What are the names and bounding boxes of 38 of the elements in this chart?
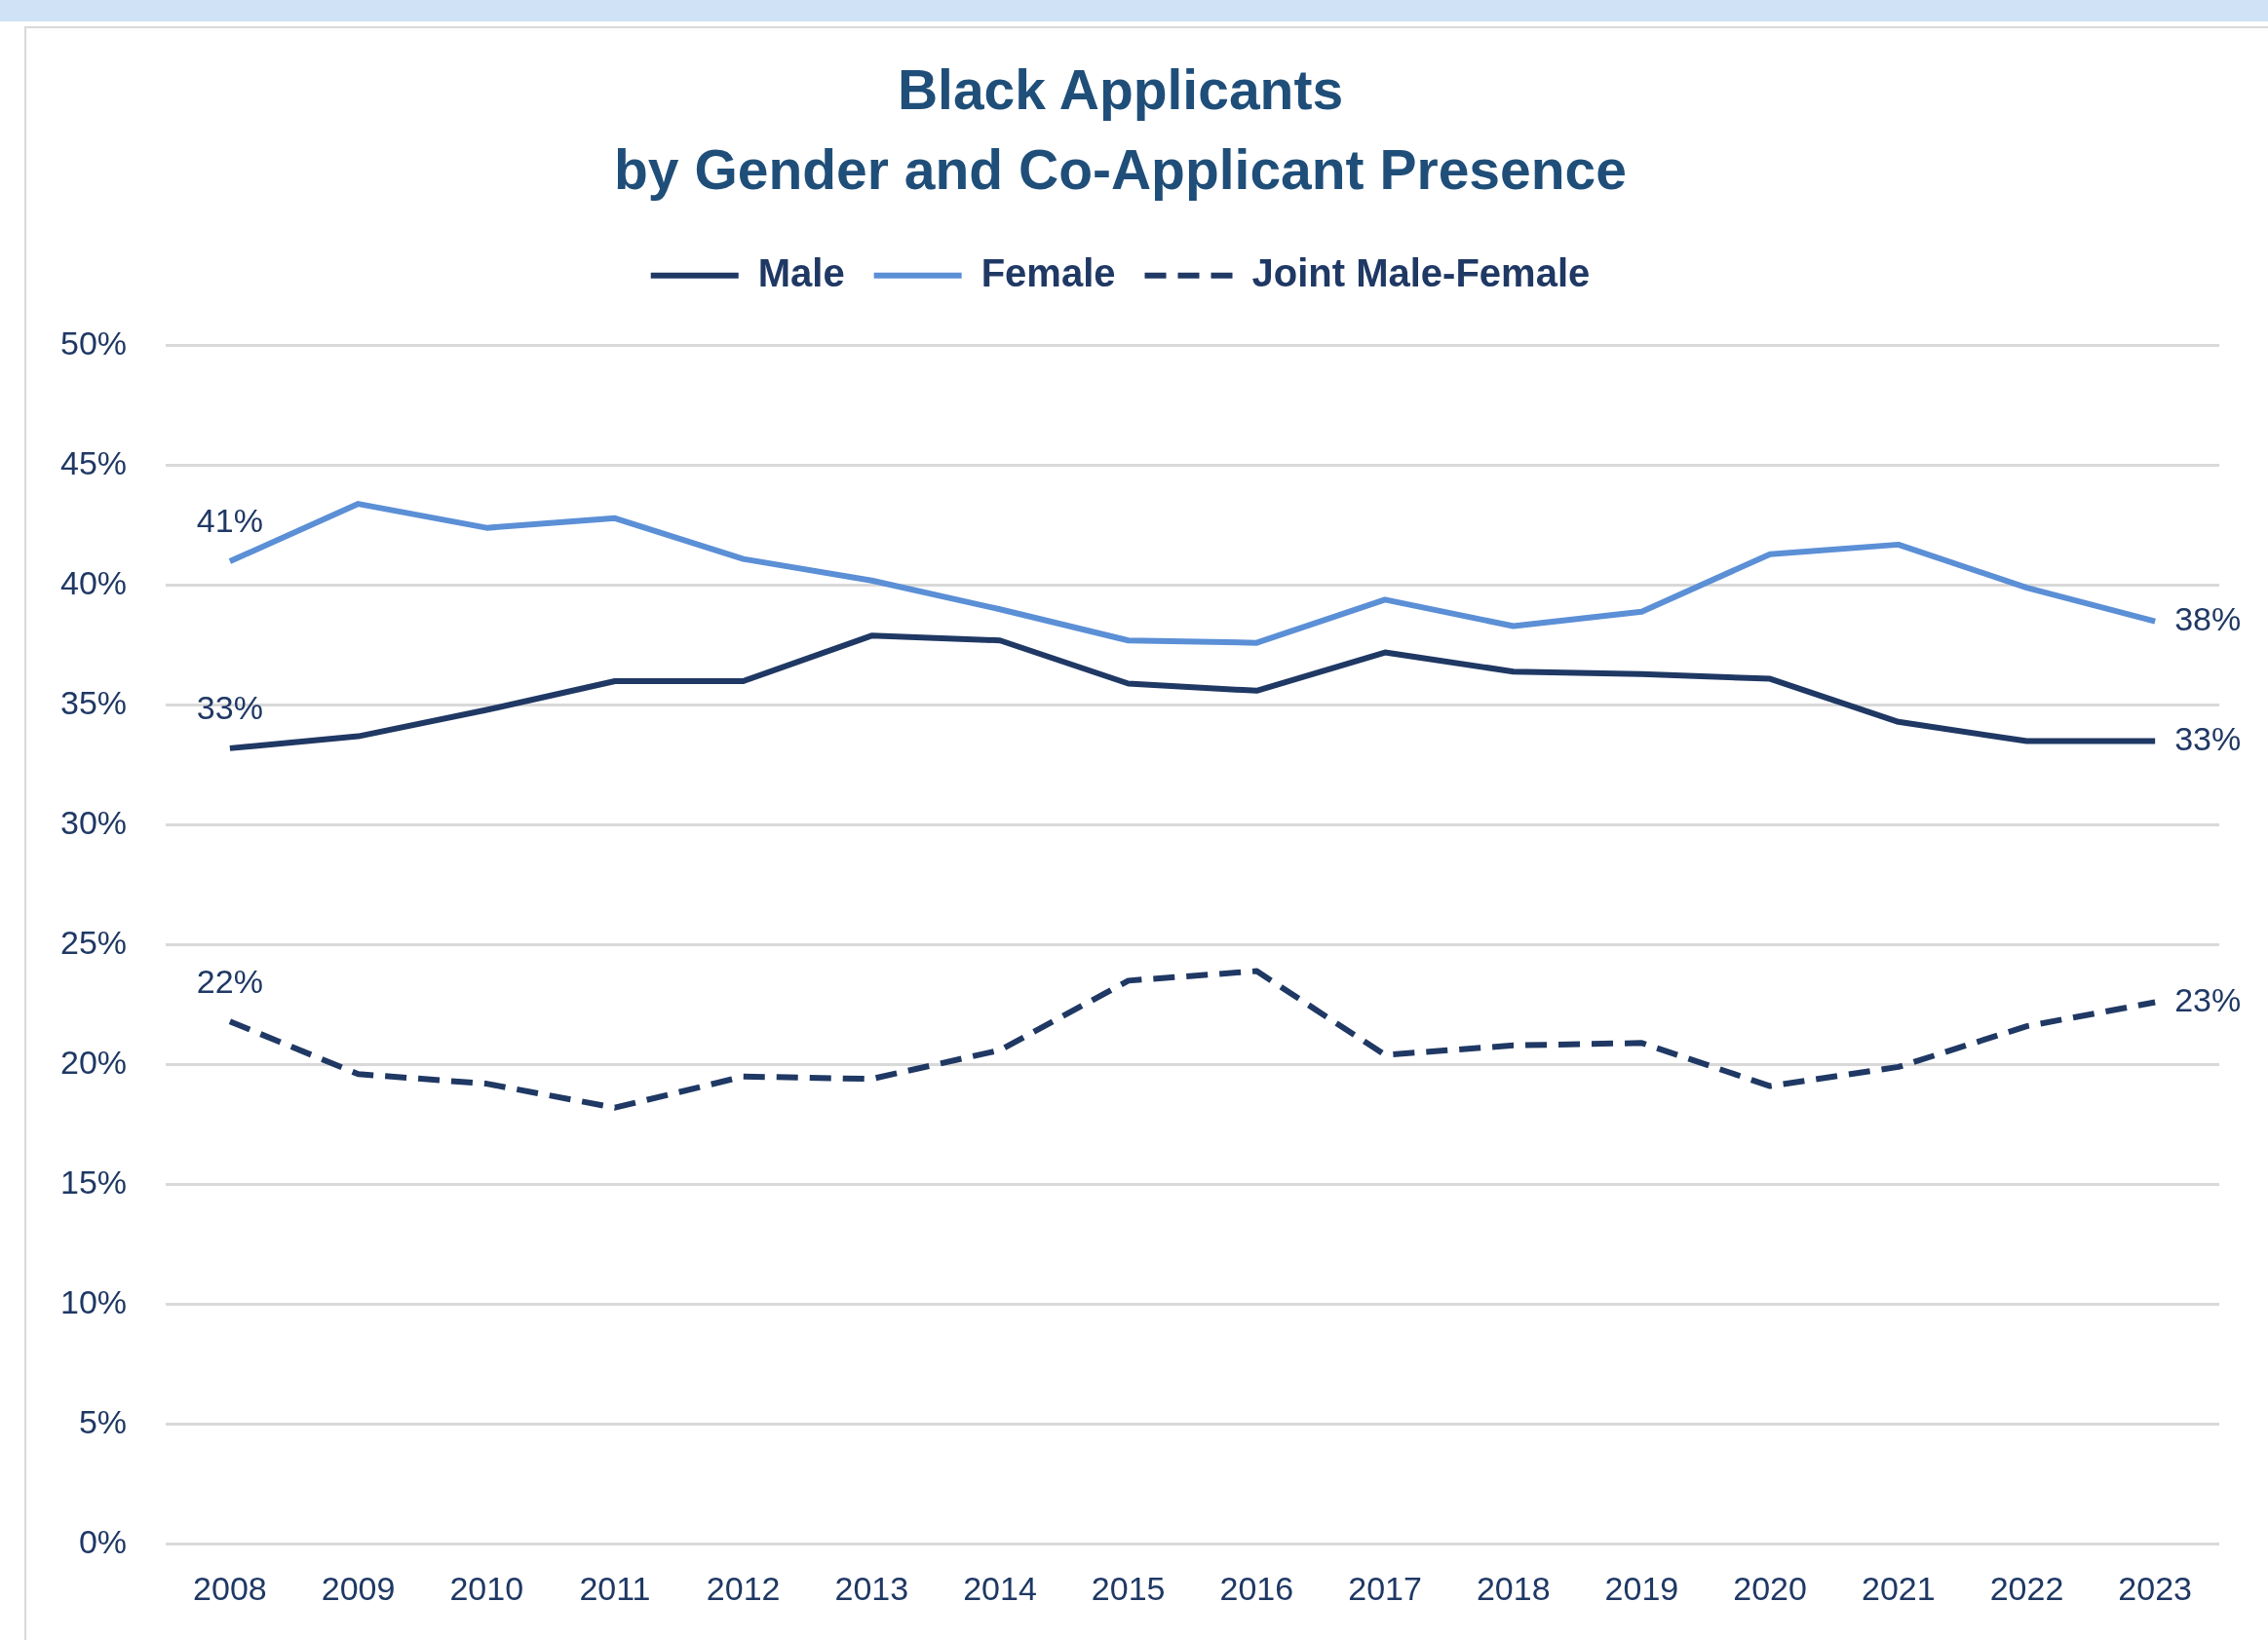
x-tick-label: 2008 xyxy=(193,1569,267,1607)
x-tick-label: 2012 xyxy=(706,1569,781,1607)
x-tick-label: 2016 xyxy=(1219,1569,1294,1607)
x-tick-label: 2014 xyxy=(963,1569,1037,1607)
y-tick-label: 25% xyxy=(59,923,128,961)
data-label: 22% xyxy=(196,962,263,1000)
x-tick-label: 2023 xyxy=(2118,1569,2192,1607)
y-tick-label: 10% xyxy=(59,1282,128,1320)
y-tick-label: 0% xyxy=(78,1522,128,1560)
y-tick-label: 5% xyxy=(78,1402,128,1440)
data-label: 23% xyxy=(2174,980,2242,1018)
x-tick-label: 2017 xyxy=(1348,1569,1422,1607)
x-tick-label: 2021 xyxy=(1861,1569,1936,1607)
y-tick-label: 50% xyxy=(59,324,128,362)
y-tick-label: 30% xyxy=(59,803,128,841)
y-tick-label: 20% xyxy=(59,1043,128,1081)
x-tick-label: 2022 xyxy=(1989,1569,2064,1607)
legend-label: Joint Male-Female xyxy=(1251,250,1591,294)
legend-label: Female xyxy=(980,250,1116,294)
x-tick-label: 2010 xyxy=(449,1569,524,1607)
legend-label: Male xyxy=(757,250,845,294)
y-tick-label: 40% xyxy=(59,564,128,602)
x-tick-label: 2015 xyxy=(1091,1569,1166,1607)
x-tick-label: 2020 xyxy=(1733,1569,1807,1607)
x-tick-label: 2018 xyxy=(1476,1569,1551,1607)
x-tick-label: 2011 xyxy=(579,1569,651,1607)
data-label: 41% xyxy=(196,502,263,540)
data-label: 38% xyxy=(2174,599,2242,637)
chart-title: Black Applicants xyxy=(897,57,1344,121)
x-tick-label: 2019 xyxy=(1604,1569,1679,1607)
x-tick-label: 2009 xyxy=(321,1569,396,1607)
chart-subtitle: by Gender and Co-Applicant Presence xyxy=(614,138,1627,202)
data-label: 33% xyxy=(196,689,263,727)
x-tick-label: 2013 xyxy=(834,1569,909,1607)
data-label: 33% xyxy=(2174,719,2242,757)
y-tick-label: 15% xyxy=(59,1163,128,1201)
y-tick-label: 45% xyxy=(59,444,128,482)
y-tick-label: 35% xyxy=(59,683,128,721)
